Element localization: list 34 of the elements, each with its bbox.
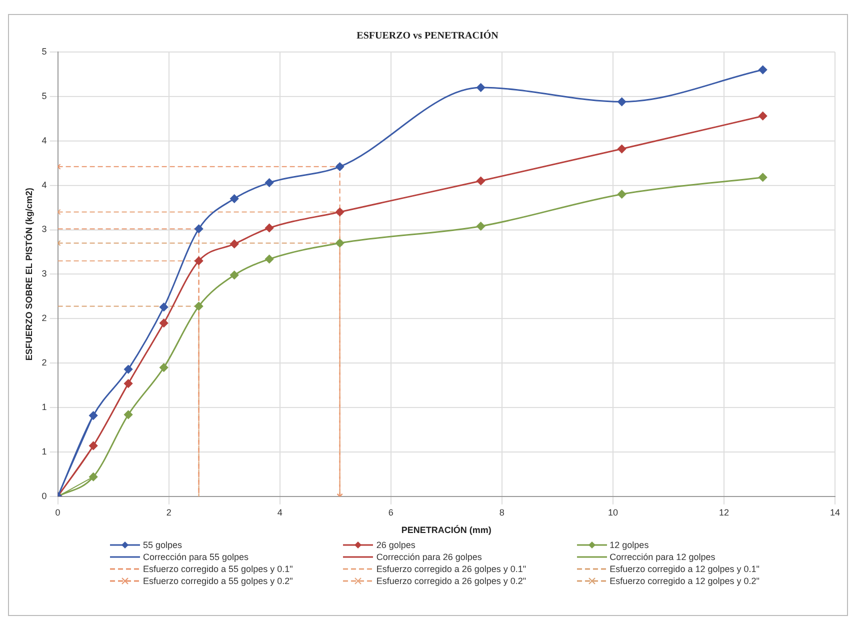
legend-label: Esfuerzo corregido a 12 golpes y 0.2" [610, 576, 760, 586]
legend-label: Esfuerzo corregido a 12 golpes y 0.1" [610, 564, 760, 574]
y-tick-label: 5 [42, 46, 47, 56]
legend-label: 12 golpes [610, 540, 649, 550]
legend-label: Corrección para 55 golpes [143, 552, 249, 562]
legend-label: Esfuerzo corregido a 55 golpes y 0.2" [143, 576, 293, 586]
x-tick-label: 8 [499, 507, 504, 518]
legend-label: Corrección para 12 golpes [610, 552, 716, 562]
legend-label: Esfuerzo corregido a 26 golpes y 0.1" [376, 564, 526, 574]
chart-title: ESFUERZO vs PENETRACIÓN [356, 30, 500, 42]
x-tick-label: 14 [830, 507, 840, 518]
y-tick-label: 5 [42, 90, 47, 101]
x-tick-label: 0 [55, 507, 60, 518]
legend-label: Corrección para 26 golpes [376, 552, 482, 562]
legend-label: 26 golpes [376, 540, 416, 550]
x-tick-label: 10 [608, 507, 618, 518]
x-tick-label: 4 [277, 507, 282, 518]
legend-label: Esfuerzo corregido a 26 golpes y 0.2" [376, 576, 526, 586]
y-tick-label: 4 [42, 135, 47, 146]
y-tick-label: 1 [42, 446, 47, 456]
y-tick-label: 4 [42, 180, 47, 190]
y-tick-label: 2 [42, 358, 47, 368]
y-tick-label: 3 [42, 268, 47, 279]
legend-label: 55 golpes [143, 540, 182, 550]
y-axis-title: ESFUERZO SOBRE EL PISTÓN (kg/cm2) [24, 188, 34, 361]
y-tick-label: 3 [42, 224, 47, 234]
x-tick-label: 12 [718, 507, 729, 518]
x-tick-label: 6 [388, 507, 394, 518]
x-axis-title: PENETRACIÓN (mm) [401, 525, 492, 536]
y-tick-label: 2 [42, 313, 47, 324]
legend-label: Esfuerzo corregido a 55 golpes y 0.1" [143, 564, 293, 574]
y-tick-label: 1 [42, 402, 47, 412]
x-tick-label: 2 [166, 507, 172, 518]
y-tick-label: 0 [42, 490, 47, 501]
